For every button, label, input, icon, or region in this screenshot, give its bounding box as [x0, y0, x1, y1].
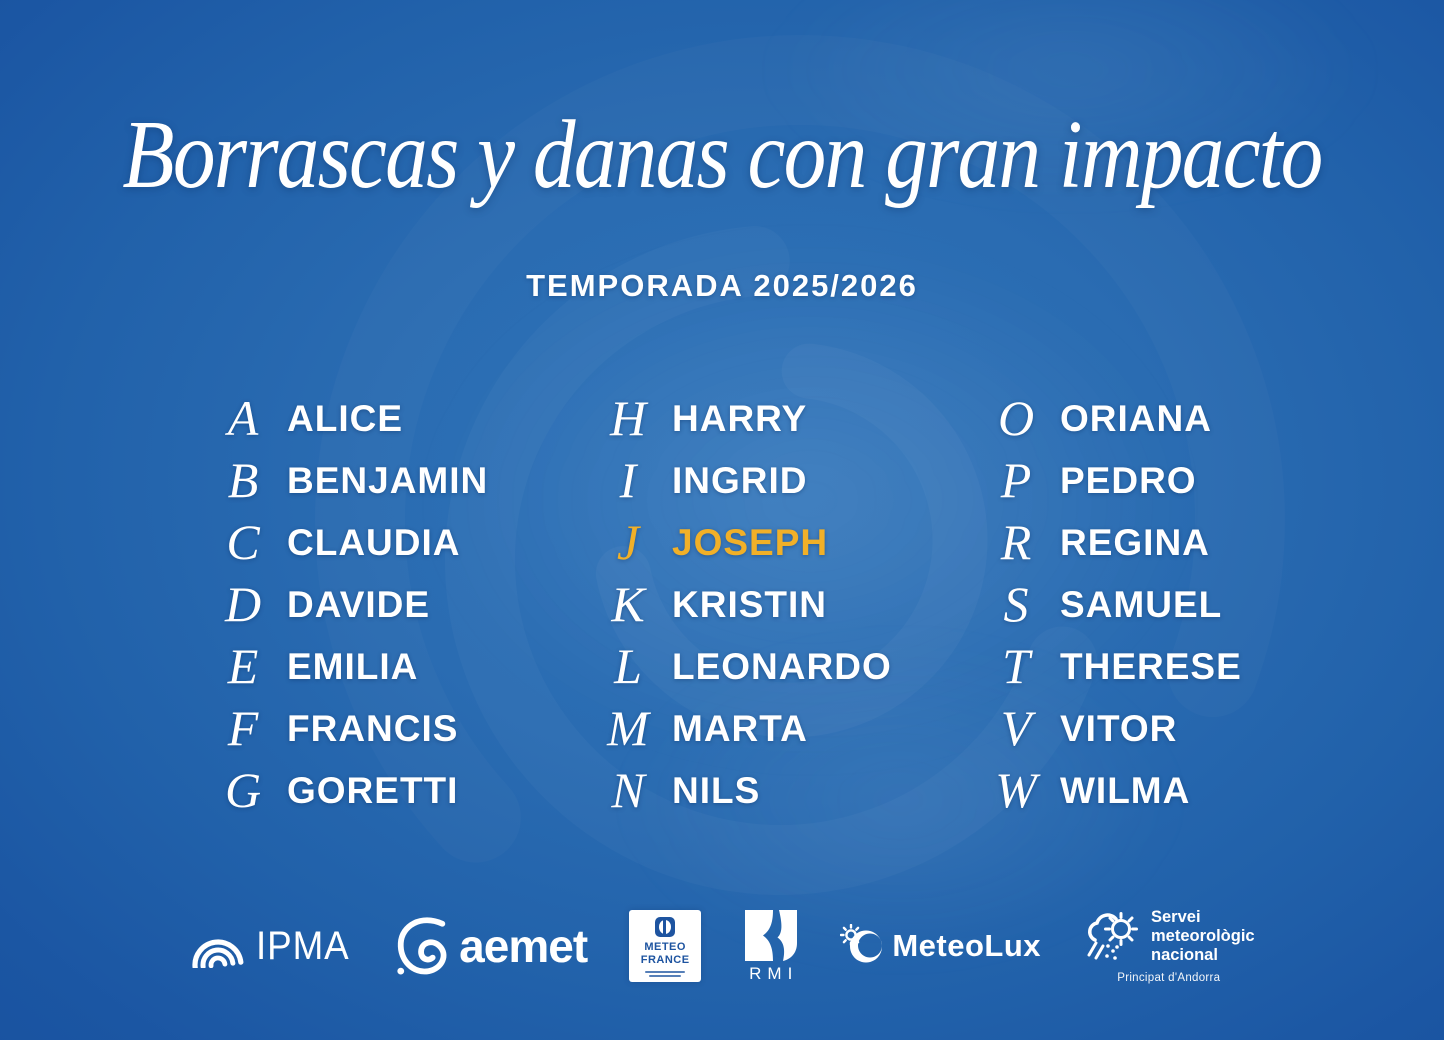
storm-letter: J — [616, 514, 640, 570]
storm-name: BENJAMIN — [287, 459, 489, 501]
meteo-france-wordmark-line2: FRANCE — [640, 953, 690, 966]
storm-row: M MARTA — [592, 697, 892, 759]
storm-name: MARTA — [672, 707, 808, 749]
page-title: Borrascas y danas con gran impacto — [122, 101, 1323, 208]
storm-row: P PEDRO — [980, 449, 1242, 511]
storm-row: V VITOR — [980, 697, 1242, 759]
storm-row: W WILMA — [980, 759, 1242, 821]
storm-row: H HARRY — [592, 387, 892, 449]
storm-letter: I — [619, 452, 637, 508]
storm-row: K KRISTIN — [592, 573, 892, 635]
storm-name: FRANCIS — [287, 707, 459, 749]
storm-row: O ORIANA — [980, 387, 1242, 449]
storm-row: C CLAUDIA — [207, 511, 488, 573]
storm-name: GORETTI — [287, 769, 459, 811]
storm-name: SAMUEL — [1060, 583, 1223, 625]
storm-name: ALICE — [287, 397, 403, 439]
storm-row: E EMILIA — [207, 635, 488, 697]
storm-letter: D — [224, 576, 262, 632]
storm-letter: P — [1000, 452, 1032, 508]
smn-wordmark-line1: Servei — [1151, 908, 1201, 927]
storm-name: EMILIA — [287, 645, 419, 687]
storm-letter: E — [227, 638, 259, 694]
storm-name: ORIANA — [1060, 397, 1212, 439]
storm-letter: H — [609, 390, 647, 446]
storm-letter: K — [611, 576, 645, 632]
agency-logos-row: IPMA aemet METEO FRANCE RMI — [0, 888, 1444, 1004]
aemet-swirl-icon — [397, 917, 447, 975]
storm-row: B BENJAMIN — [207, 449, 488, 511]
logo-meteolux: MeteoLux — [840, 924, 1041, 968]
ipma-arcs-icon — [192, 939, 244, 968]
storm-letter: O — [997, 390, 1035, 446]
storm-name: INGRID — [672, 459, 808, 501]
storm-name: PEDRO — [1060, 459, 1197, 501]
smn-weather-icon — [1087, 912, 1138, 961]
storm-name: JOSEPH — [672, 521, 829, 563]
logo-rmi: RMI — [743, 909, 798, 984]
logo-aemet: aemet — [394, 916, 588, 976]
storm-name: KRISTIN — [672, 583, 827, 625]
meteolux-wordmark: MeteoLux — [892, 928, 1041, 963]
storm-row: G GORETTI — [207, 759, 488, 821]
storm-row: F FRANCIS — [207, 697, 488, 759]
meteolux-sun-moon-icon — [840, 924, 883, 963]
storm-letter: G — [224, 762, 262, 818]
storm-name: CLAUDIA — [287, 521, 461, 563]
name-column-1: A ALICE B BENJAMIN C CLAUDIA D DAVIDE E EMILI… — [207, 387, 488, 821]
storm-letter: C — [226, 514, 260, 570]
meteo-france-icon — [655, 917, 676, 937]
storm-row: R REGINA — [980, 511, 1242, 573]
storm-row: L LEONARDO — [592, 635, 892, 697]
storm-row-highlighted: J JOSEPH — [592, 511, 892, 573]
storm-name: LEONARDO — [672, 645, 892, 687]
logo-ipma: IPMA — [189, 924, 358, 969]
smn-wordmark: Servei meteorològic nacional — [1151, 908, 1255, 964]
meteo-france-wordmark-line1: METEO — [644, 941, 686, 953]
storm-row: T THERESE — [980, 635, 1242, 697]
season-subtitle: TEMPORADA 2025/2026 — [526, 268, 918, 303]
smn-wordmark-line3: nacional — [1151, 945, 1218, 964]
name-column-2: H HARRY I INGRID J JOSEPH K KRISTIN L LEONARD… — [592, 387, 892, 821]
rmi-wordmark: RMI — [749, 963, 799, 983]
storm-letter: S — [1003, 576, 1029, 632]
logo-servei-meteorologic-nacional: Servei meteorològic nacional Principat d… — [1083, 908, 1255, 984]
aemet-wordmark: aemet — [459, 920, 588, 972]
storm-letter: W — [995, 762, 1037, 818]
ipma-wordmark: IPMA — [256, 923, 351, 968]
storm-letter: V — [1000, 700, 1032, 756]
storm-letter: T — [1002, 638, 1030, 694]
storm-name: THERESE — [1060, 645, 1242, 687]
storm-name: WILMA — [1060, 769, 1191, 811]
smn-subtext: Principat d'Andorra — [1117, 971, 1221, 984]
storm-name: REGINA — [1060, 521, 1210, 563]
storm-letter: L — [614, 638, 642, 694]
storm-name: VITOR — [1060, 707, 1178, 749]
storm-row: D DAVIDE — [207, 573, 488, 635]
storm-row: A ALICE — [207, 387, 488, 449]
smn-logo-top: Servei meteorològic nacional — [1083, 908, 1255, 964]
storm-row: I INGRID — [592, 449, 892, 511]
storm-letter: R — [1000, 514, 1032, 570]
storm-letter: M — [607, 700, 649, 756]
meteo-france-tagline — [645, 971, 686, 978]
storm-row: S SAMUEL — [980, 573, 1242, 635]
storm-letter: A — [227, 390, 259, 446]
smn-wordmark-line2: meteorològic — [1151, 927, 1255, 946]
logo-meteo-france: METEO FRANCE — [629, 910, 702, 982]
storm-row: N NILS — [592, 759, 892, 821]
storm-name: DAVIDE — [287, 583, 431, 625]
storm-name: HARRY — [672, 397, 808, 439]
storm-letter: N — [611, 762, 645, 818]
storm-name: NILS — [672, 769, 761, 811]
storm-letter: B — [227, 452, 259, 508]
storm-letter: F — [227, 700, 259, 756]
name-column-3: O ORIANA P PEDRO R REGINA S SAMUEL T THERESE … — [980, 387, 1242, 821]
rmi-icon — [744, 909, 797, 961]
